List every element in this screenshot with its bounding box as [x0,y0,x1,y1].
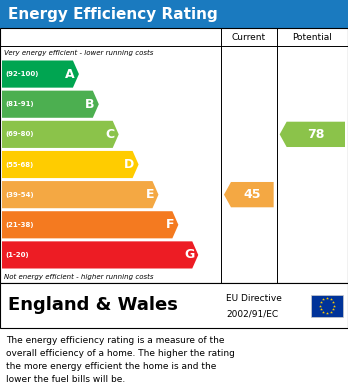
Text: Energy Efficiency Rating: Energy Efficiency Rating [8,7,218,22]
Text: (39-54): (39-54) [5,192,34,197]
Polygon shape [2,211,179,239]
Polygon shape [2,91,99,118]
Text: F: F [166,218,174,231]
Text: Potential: Potential [292,32,332,41]
Bar [0,283,348,328]
Text: (69-80): (69-80) [5,131,33,137]
Polygon shape [2,181,158,208]
Text: 45: 45 [244,188,261,201]
Polygon shape [280,122,345,147]
Text: (81-91): (81-91) [5,101,34,107]
Text: B: B [85,98,95,111]
Text: The energy efficiency rating is a measure of the
overall efficiency of a home. T: The energy efficiency rating is a measur… [6,336,235,384]
Text: Not energy efficient - higher running costs: Not energy efficient - higher running co… [4,273,153,280]
Text: EU Directive: EU Directive [226,294,282,303]
Polygon shape [2,241,198,269]
Polygon shape [2,61,79,88]
Text: (92-100): (92-100) [5,71,38,77]
Text: C: C [105,128,115,141]
Bar [0,28,348,283]
Text: E: E [146,188,155,201]
Text: 2002/91/EC: 2002/91/EC [226,309,278,318]
Text: England & Wales: England & Wales [8,296,178,314]
Bar [311,294,343,316]
Text: (55-68): (55-68) [5,161,33,167]
Polygon shape [224,182,274,207]
Text: Very energy efficient - lower running costs: Very energy efficient - lower running co… [4,49,153,56]
Text: Current: Current [232,32,266,41]
Polygon shape [2,121,119,148]
Bar [0,0,348,28]
Text: G: G [184,248,194,262]
Text: (1-20): (1-20) [5,252,29,258]
Text: (21-38): (21-38) [5,222,33,228]
Text: 78: 78 [307,128,325,141]
Text: D: D [124,158,135,171]
Text: A: A [65,68,75,81]
Polygon shape [2,151,139,178]
